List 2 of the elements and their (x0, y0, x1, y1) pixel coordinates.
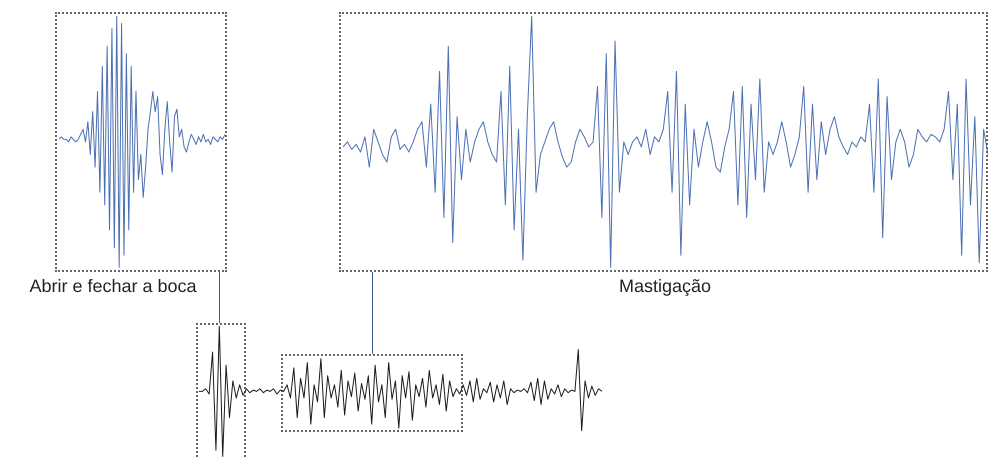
x-axis-title: Abrir e fechar a boca (28, 276, 198, 297)
x-axis-title: Mastigação (618, 276, 712, 297)
